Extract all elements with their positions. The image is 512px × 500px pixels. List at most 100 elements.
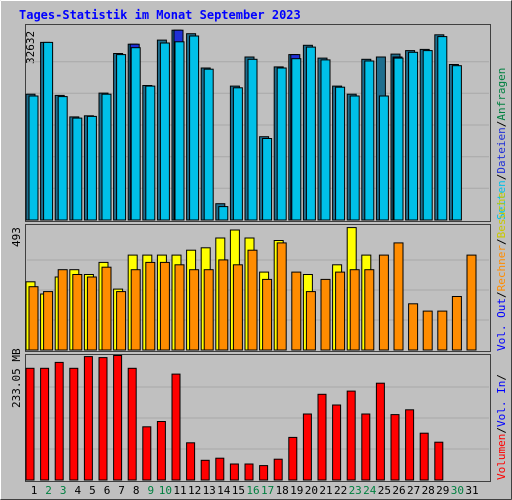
x-tick-label: 4 bbox=[74, 484, 81, 497]
bars-layer bbox=[25, 29, 489, 481]
bar-volumen bbox=[186, 442, 196, 481]
bar-dateien bbox=[174, 41, 185, 221]
bar-dateien bbox=[189, 35, 200, 221]
bar-volumen bbox=[332, 404, 342, 481]
bar-rechner bbox=[159, 261, 170, 351]
bottom-ymax-label: 233.05 MB bbox=[10, 348, 23, 408]
bar-volumen bbox=[273, 458, 283, 481]
bar-volumen bbox=[405, 409, 415, 481]
bar-rechner bbox=[335, 271, 346, 351]
bar-volumen bbox=[98, 357, 108, 481]
bar-volumen bbox=[288, 436, 298, 481]
x-tick-label: 18 bbox=[276, 484, 289, 497]
x-tick-label: 27 bbox=[407, 484, 420, 497]
bar-dateien bbox=[43, 41, 54, 221]
middle-ymax-label: 493 bbox=[10, 227, 23, 247]
x-tick-label: 23 bbox=[349, 484, 362, 497]
bar-dateien bbox=[86, 115, 97, 221]
legend-vol-in: Vol. In bbox=[495, 381, 508, 427]
bar-rechner bbox=[130, 269, 141, 351]
bar-dateien bbox=[116, 54, 127, 221]
bar-volumen bbox=[69, 367, 79, 481]
x-tick-label: 20 bbox=[305, 484, 318, 497]
bar-volumen bbox=[171, 373, 181, 481]
x-tick-label: 9 bbox=[147, 484, 154, 497]
x-tick-label: 26 bbox=[392, 484, 405, 497]
bar-dateien bbox=[130, 47, 141, 221]
bar-dateien bbox=[320, 59, 331, 221]
bar-dateien bbox=[393, 57, 404, 221]
x-tick-label: 31 bbox=[465, 484, 478, 497]
legend-anfragen: Anfragen bbox=[495, 68, 508, 121]
bar-dateien bbox=[437, 36, 448, 221]
bar-dateien bbox=[291, 58, 302, 221]
bar-dateien bbox=[218, 206, 229, 221]
bar-volumen bbox=[142, 426, 152, 481]
legend-sep-2: / bbox=[495, 121, 508, 128]
legend-dateien: Dateien bbox=[495, 127, 508, 173]
bar-rechner bbox=[218, 259, 229, 351]
x-tick-label: 21 bbox=[319, 484, 332, 497]
bar-volumen bbox=[25, 367, 35, 481]
x-tick-label: 30 bbox=[451, 484, 464, 497]
bar-rechner bbox=[57, 269, 68, 351]
bar-volumen bbox=[113, 355, 123, 481]
bar-rechner bbox=[101, 266, 112, 351]
bar-dateien bbox=[422, 50, 433, 221]
bar-rechner bbox=[408, 303, 419, 351]
bar-volumen bbox=[244, 463, 254, 481]
top-ymax-label: 32632 bbox=[24, 31, 37, 64]
bar-volumen bbox=[302, 413, 312, 481]
legend-sep-1: / bbox=[495, 174, 508, 181]
bar-volumen bbox=[346, 390, 356, 481]
bar-rechner bbox=[349, 269, 360, 351]
bar-dateien bbox=[364, 60, 375, 221]
bar-rechner bbox=[28, 286, 39, 351]
legend-vol-out: Vol. Out bbox=[495, 298, 508, 351]
bar-rechner bbox=[291, 271, 302, 351]
bar-volumen bbox=[317, 393, 327, 481]
bar-dateien bbox=[101, 93, 112, 221]
chart-title: Tages-Statistik im Monat September 2023 bbox=[19, 8, 301, 22]
x-tick-label: 16 bbox=[246, 484, 259, 497]
bar-dateien bbox=[305, 46, 316, 221]
x-tick-label: 12 bbox=[188, 484, 201, 497]
bar-dateien bbox=[57, 96, 68, 221]
bar-dateien bbox=[203, 68, 214, 221]
bar-dateien bbox=[276, 67, 287, 221]
x-tick-label: 13 bbox=[203, 484, 216, 497]
x-tick-label: 8 bbox=[133, 484, 140, 497]
bar-volumen bbox=[156, 421, 166, 481]
x-tick-label: 28 bbox=[422, 484, 435, 497]
bar-volumen bbox=[434, 441, 444, 481]
bar-dateien bbox=[262, 138, 273, 221]
bar-dateien bbox=[28, 95, 39, 221]
x-tick-labels: 1 2 3 4 5 6 7 8 9 10 11 12 13 14 15 16 17 18 19 20 21 22 23 24 2… bbox=[31, 484, 479, 497]
bar-rechner bbox=[422, 310, 433, 351]
bottom-legend: Volumen/Vol. In/ bbox=[495, 374, 508, 480]
bar-rechner bbox=[364, 269, 375, 351]
bar-dateien bbox=[378, 95, 389, 221]
bar-volumen bbox=[127, 367, 137, 481]
x-tick-label: 29 bbox=[436, 484, 449, 497]
bar-rechner bbox=[174, 264, 185, 351]
bar-volumen bbox=[200, 459, 210, 481]
legend-sep-5: / bbox=[495, 427, 508, 434]
x-tick-label: 5 bbox=[89, 484, 96, 497]
bar-rechner bbox=[145, 261, 156, 351]
x-tick-label: 3 bbox=[60, 484, 67, 497]
x-tick-label: 6 bbox=[104, 484, 111, 497]
legend-sep-6: / bbox=[495, 374, 508, 381]
x-tick-label: 7 bbox=[118, 484, 125, 497]
bar-rechner bbox=[262, 278, 273, 351]
bar-rechner bbox=[305, 291, 316, 351]
legend-sep-3: / bbox=[495, 291, 508, 298]
bar-dateien bbox=[408, 51, 419, 221]
legend-rechner: Rechner bbox=[495, 245, 508, 292]
bar-volumen bbox=[54, 361, 64, 481]
bar-volumen bbox=[215, 457, 225, 481]
legend-seiten: Seiten bbox=[495, 180, 508, 220]
bar-rechner bbox=[276, 242, 287, 351]
x-tick-label: 11 bbox=[173, 484, 186, 497]
